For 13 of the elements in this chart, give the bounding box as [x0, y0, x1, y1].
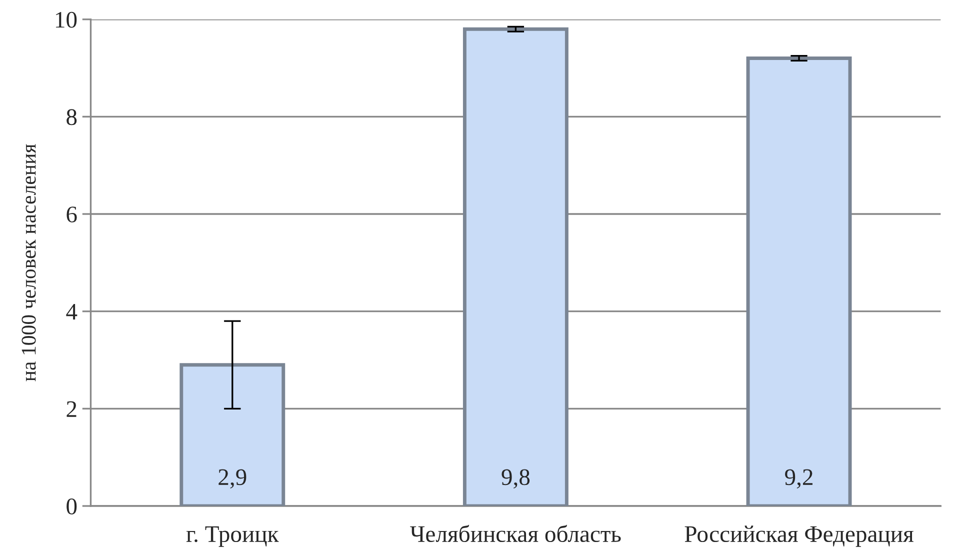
y-tick-label: 4: [66, 304, 78, 320]
data-label: 9,8: [502, 469, 530, 489]
data-label: 2,9: [218, 469, 246, 489]
x-tick-label: г. Троицк: [186, 526, 279, 547]
x-tick-label: Челябинская область: [410, 524, 621, 542]
y-axis-title: на 1000 человек населения: [22, 144, 36, 382]
y-tick-label: 6: [66, 206, 77, 222]
y-tick-label: 2: [66, 401, 76, 417]
data-label: 9,2: [785, 469, 812, 489]
x-tick-label: Российская Федерация: [684, 526, 914, 547]
y-tick-label: 0: [66, 498, 77, 514]
y-tick-label: 8: [66, 109, 77, 126]
y-tick-label: 10: [56, 12, 77, 28]
